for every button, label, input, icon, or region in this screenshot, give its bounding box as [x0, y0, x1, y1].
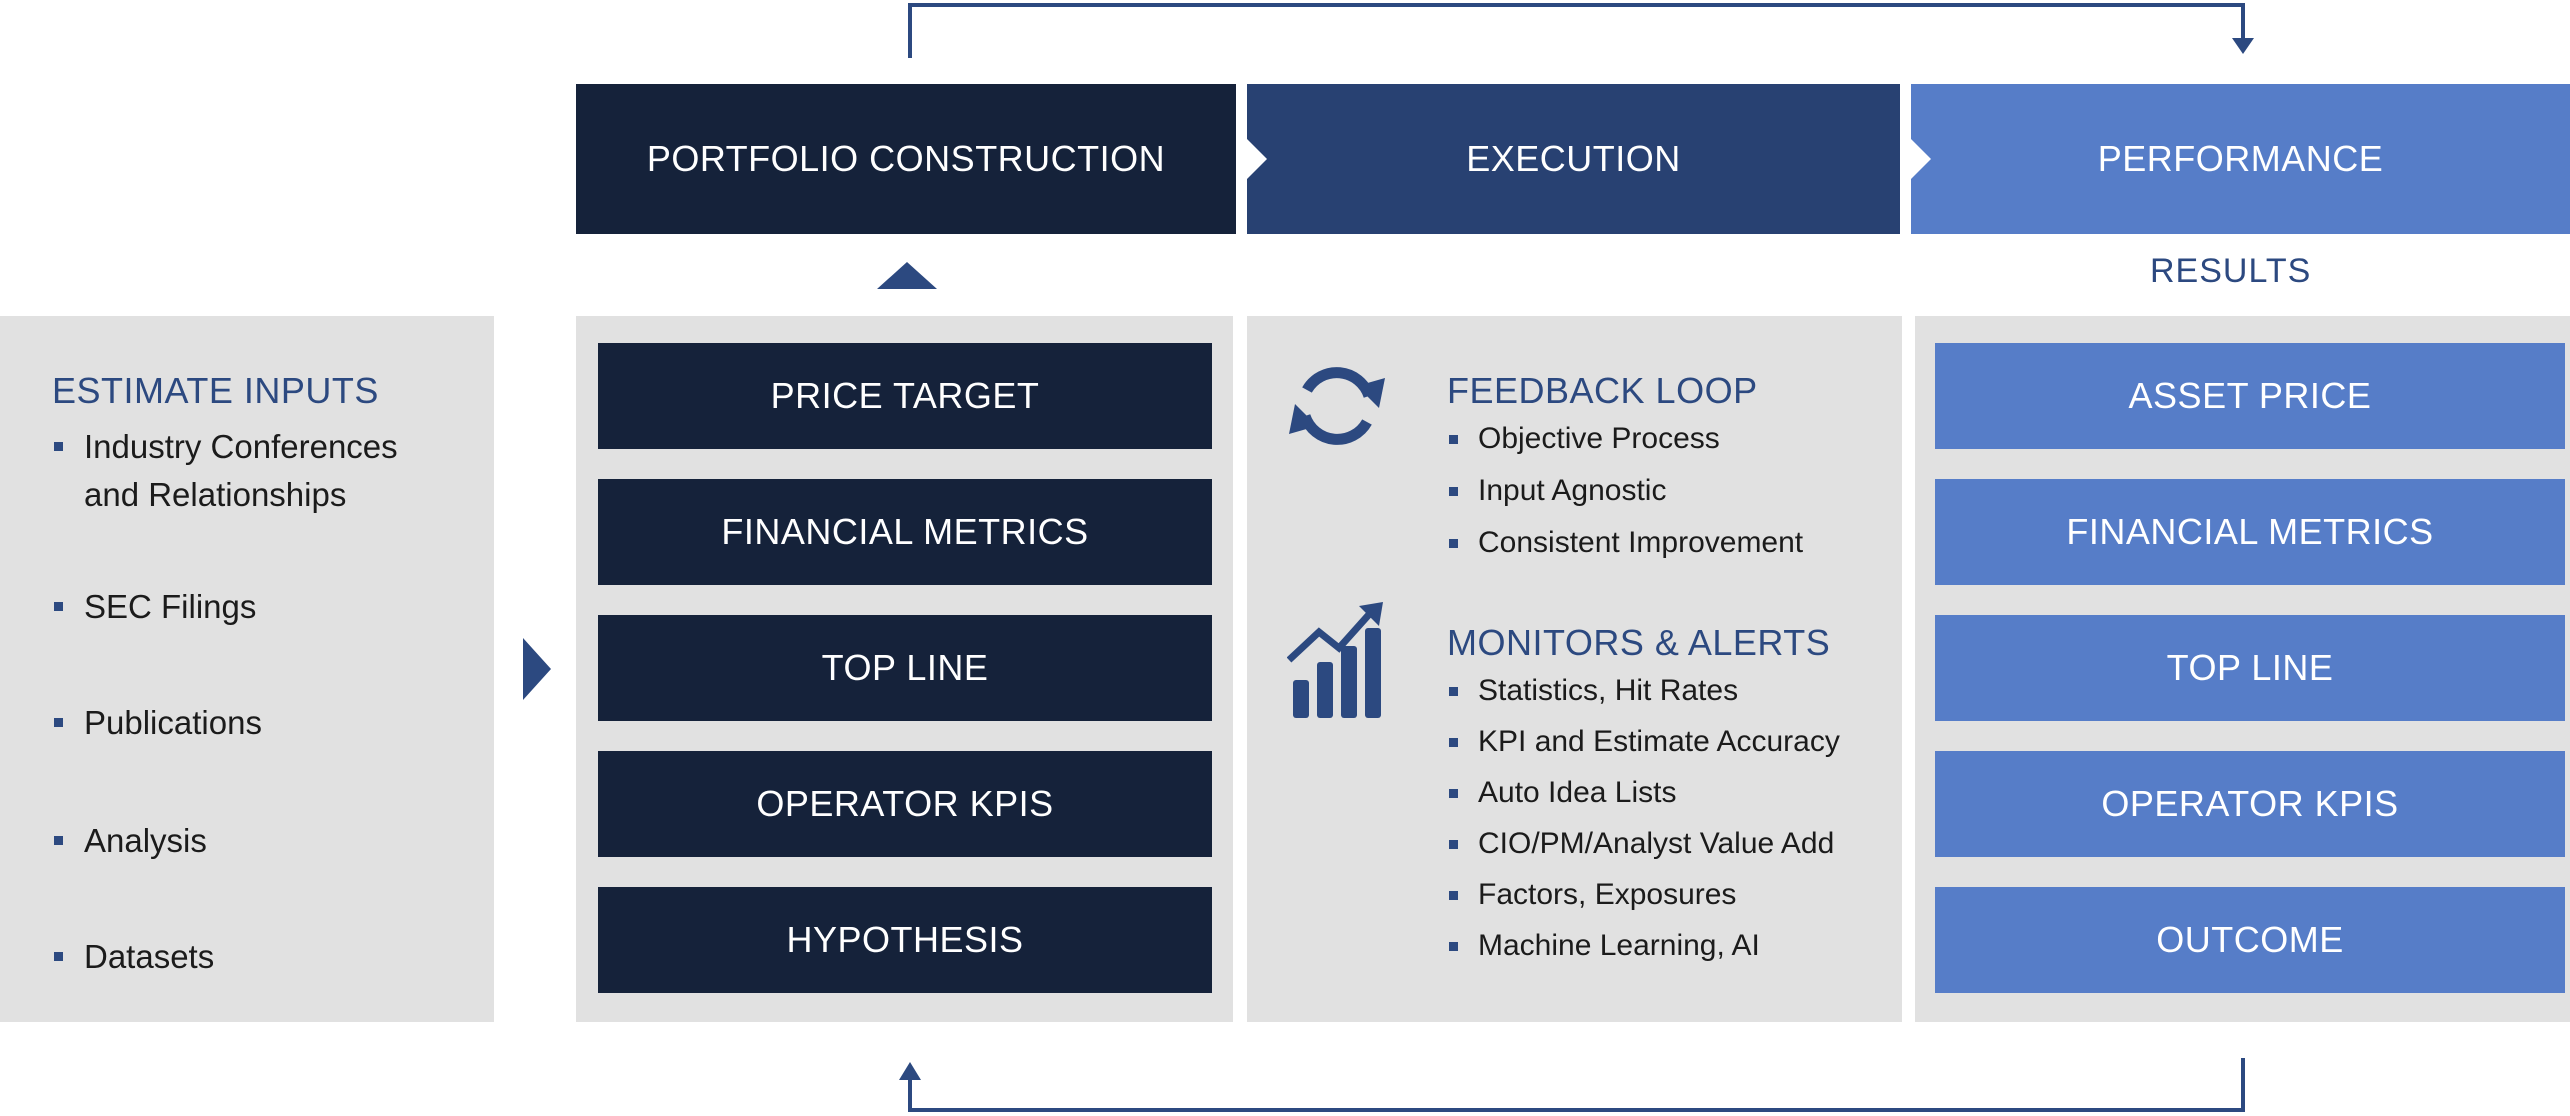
operator-kpis-box: OPERATOR KPIS	[1935, 751, 2565, 857]
execution-panel: FEEDBACK LOOP Objective Process Input Ag…	[1247, 316, 1902, 1022]
list-item: Machine Learning, AI	[1447, 929, 1840, 980]
bullet-icon	[54, 836, 63, 845]
price-target-box: PRICE TARGET	[598, 343, 1212, 449]
bullet-icon	[54, 442, 63, 451]
monitors-alerts-title: MONITORS & ALERTS	[1447, 622, 1831, 663]
list-item: Analysis	[52, 822, 398, 860]
bullet-icon	[1449, 487, 1458, 496]
hypothesis-box: HYPOTHESIS	[598, 887, 1212, 993]
growth-chart-icon	[1287, 602, 1383, 718]
financial-metrics-box: FINANCIAL METRICS	[598, 479, 1212, 585]
stage-label: EXECUTION	[1466, 138, 1681, 179]
bullet-icon	[1449, 435, 1458, 444]
operator-kpis-box: OPERATOR KPIS	[598, 751, 1212, 857]
monitors-alerts-list: Statistics, Hit Rates KPI and Estimate A…	[1447, 674, 1840, 980]
top-line-box: TOP LINE	[1935, 615, 2565, 721]
list-item: Consistent Improvement	[1447, 526, 1803, 578]
outcome-box: OUTCOME	[1935, 887, 2565, 993]
bullet-icon	[1449, 539, 1458, 548]
list-item: SEC Filings	[52, 588, 398, 626]
portfolio-construction-panel: PRICE TARGET FINANCIAL METRICS TOP LINE …	[576, 316, 1233, 1022]
estimate-inputs-panel: ESTIMATE INPUTS Industry Conferences and…	[0, 316, 494, 1022]
bullet-icon	[1449, 942, 1458, 951]
estimate-inputs-title: ESTIMATE INPUTS	[52, 370, 379, 411]
feedback-loop-list: Objective Process Input Agnostic Consist…	[1447, 422, 1803, 578]
list-item: Input Agnostic	[1447, 474, 1803, 526]
list-item: Statistics, Hit Rates	[1447, 674, 1840, 725]
chevron-notch	[1911, 139, 1931, 179]
bullet-icon	[54, 718, 63, 727]
bullet-icon	[1449, 687, 1458, 696]
stage-execution: EXECUTION	[1247, 84, 1900, 234]
top-loop-arrowhead	[2232, 38, 2254, 54]
up-triangle-marker	[877, 262, 937, 289]
bottom-loop-arrow	[908, 1058, 2245, 1112]
list-item: Datasets	[52, 938, 398, 976]
chevron-notch	[1247, 139, 1267, 179]
list-item-continuation: and Relationships	[84, 476, 347, 513]
stage-portfolio-construction: PORTFOLIO CONSTRUCTION	[576, 84, 1236, 234]
estimate-inputs-list: Industry Conferences and Relationships S…	[52, 428, 398, 976]
bullet-icon	[1449, 891, 1458, 900]
list-item: CIO/PM/Analyst Value Add	[1447, 827, 1840, 878]
top-loop-arrow	[908, 3, 2245, 58]
stage-performance: PERFORMANCE	[1911, 84, 2570, 234]
stage-label: PERFORMANCE	[2097, 138, 2384, 179]
right-triangle-marker	[523, 638, 551, 700]
bullet-icon	[54, 952, 63, 961]
bullet-icon	[1449, 789, 1458, 798]
list-item: Publications	[52, 704, 398, 742]
bullet-icon	[1449, 738, 1458, 747]
bullet-icon	[1449, 840, 1458, 849]
financial-metrics-box: FINANCIAL METRICS	[1935, 479, 2565, 585]
stage-label: PORTFOLIO CONSTRUCTION	[646, 138, 1166, 179]
top-line-box: TOP LINE	[598, 615, 1212, 721]
refresh-icon	[1289, 367, 1385, 445]
asset-price-box: ASSET PRICE	[1935, 343, 2565, 449]
list-item: Factors, Exposures	[1447, 878, 1840, 929]
feedback-loop-title: FEEDBACK LOOP	[1447, 370, 1758, 411]
list-item: Industry Conferences	[52, 428, 398, 466]
list-item: KPI and Estimate Accuracy	[1447, 725, 1840, 776]
results-label: RESULTS	[2150, 252, 2312, 290]
list-item: Objective Process	[1447, 422, 1803, 474]
list-item: Auto Idea Lists	[1447, 776, 1840, 827]
bottom-loop-arrowhead	[899, 1062, 921, 1080]
performance-panel: ASSET PRICE FINANCIAL METRICS TOP LINE O…	[1915, 316, 2570, 1022]
bullet-icon	[54, 602, 63, 611]
